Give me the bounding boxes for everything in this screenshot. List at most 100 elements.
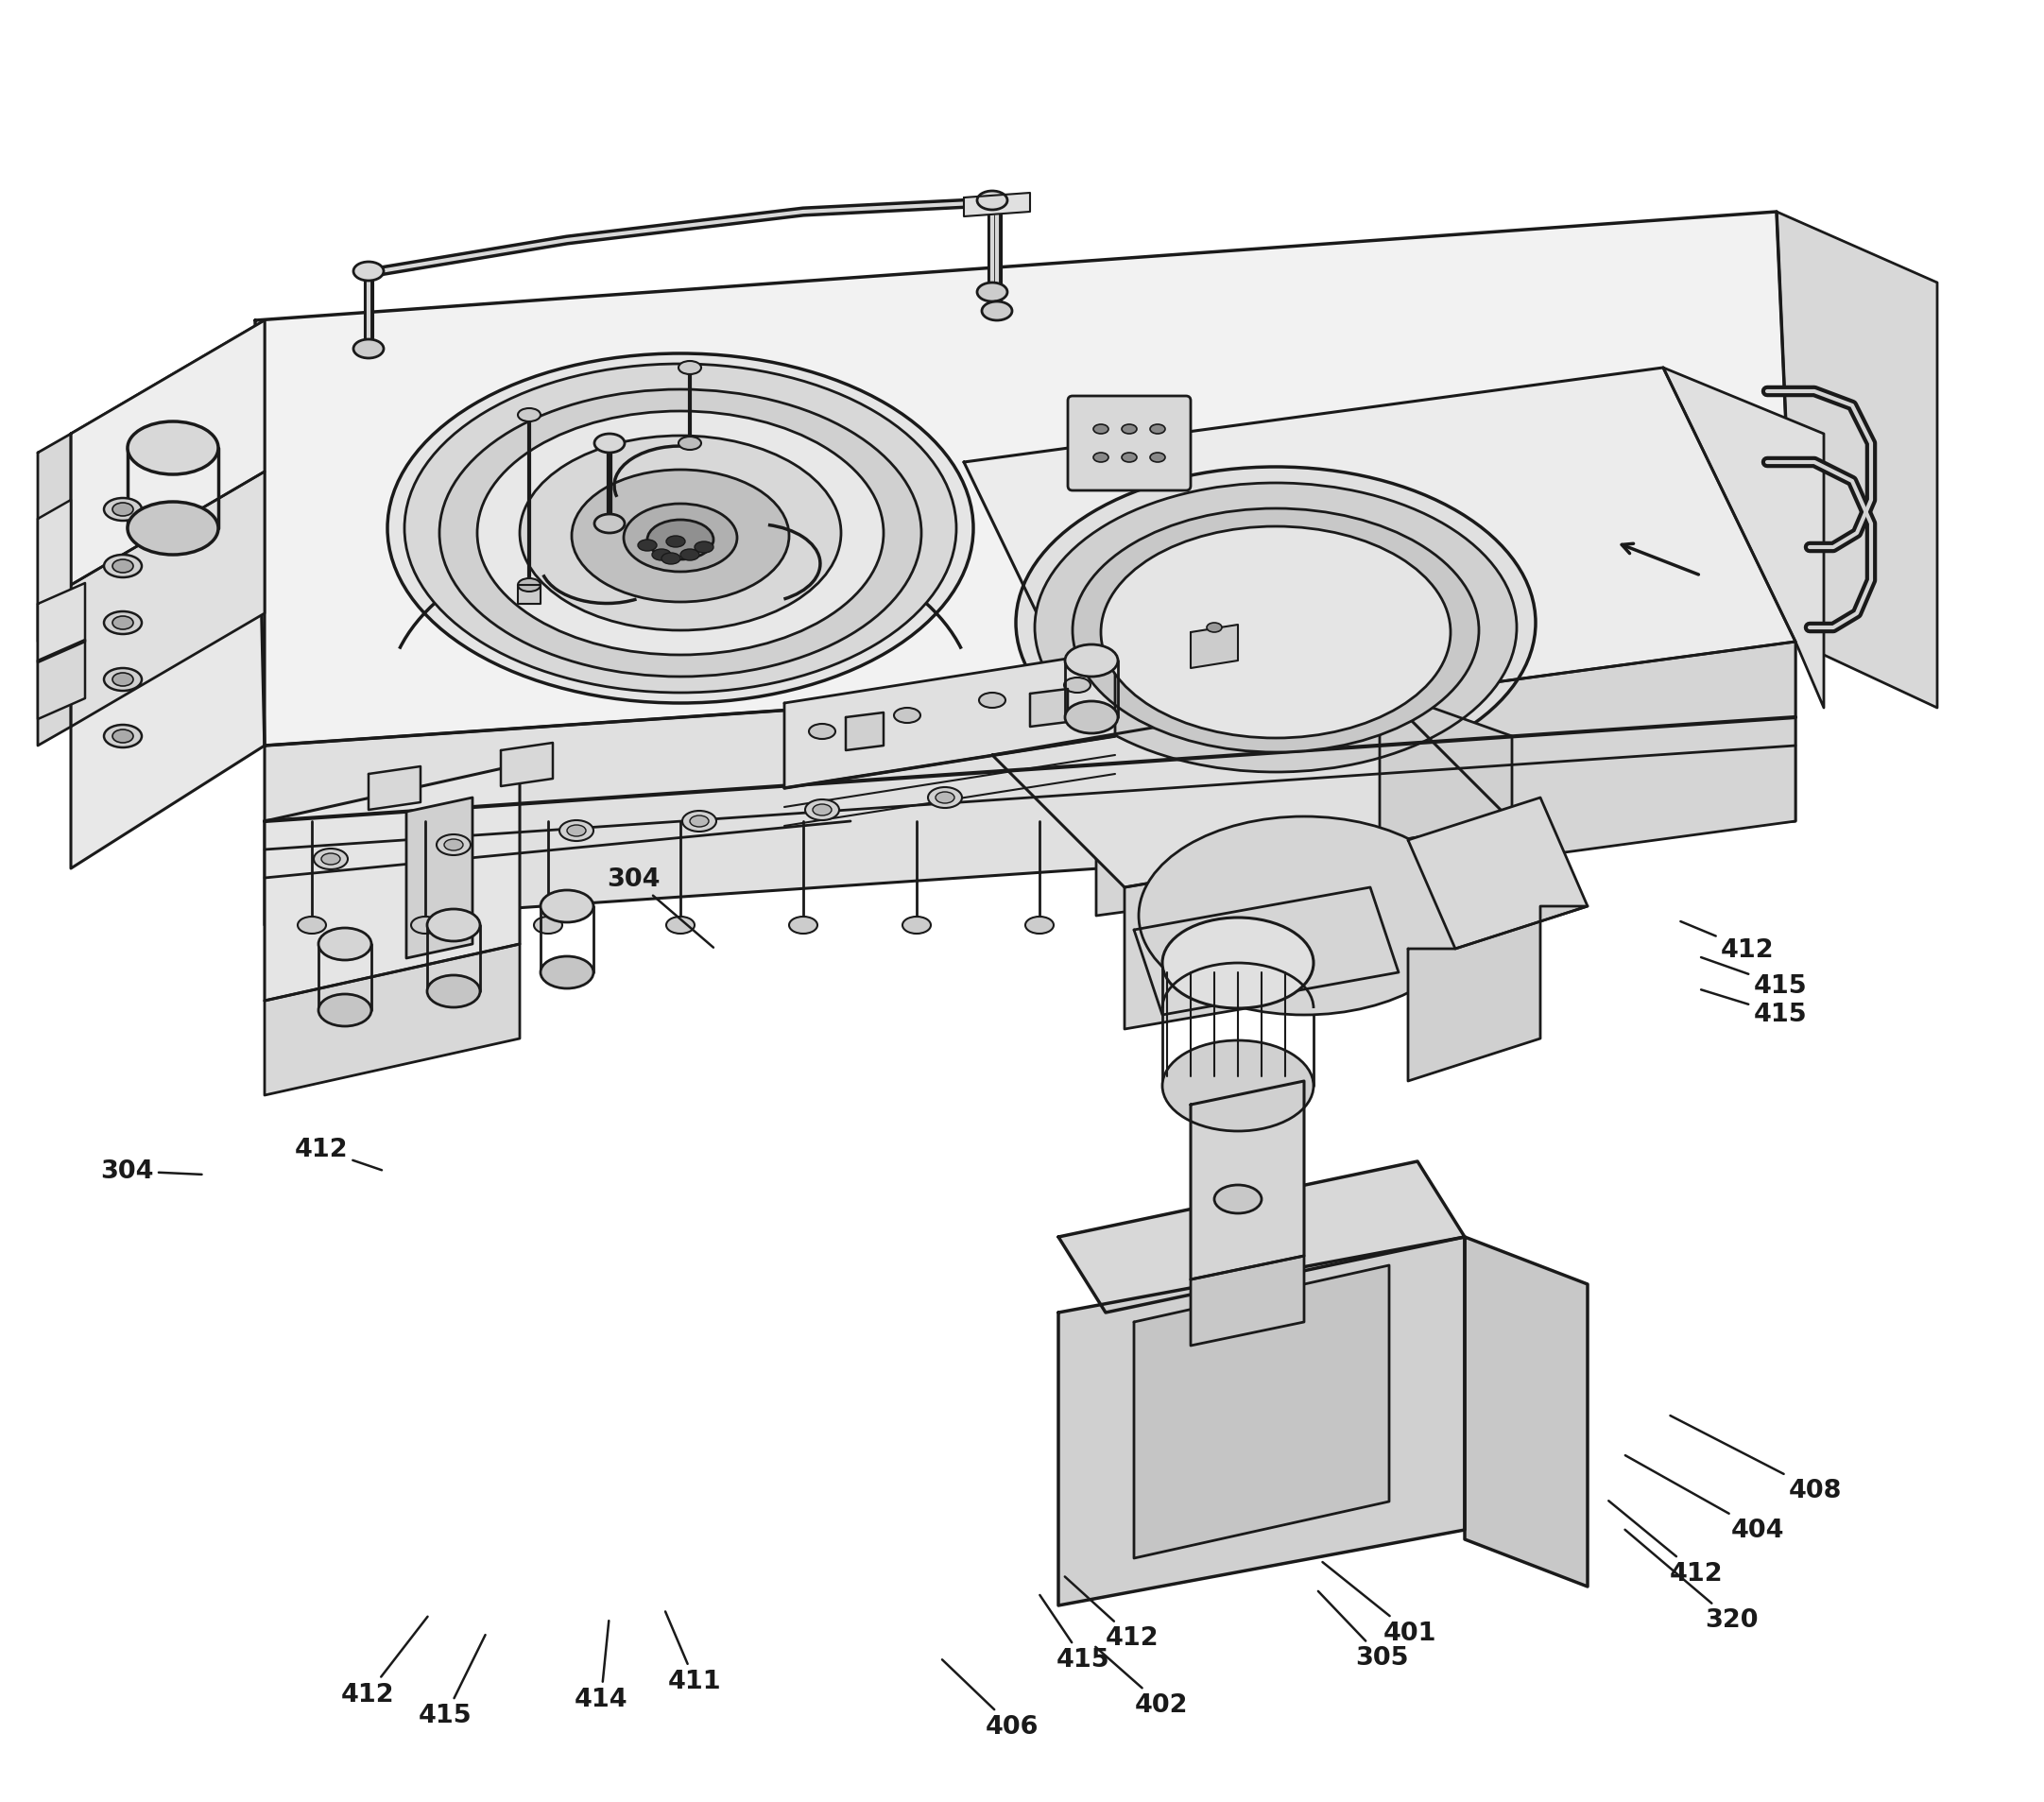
- Ellipse shape: [388, 355, 973, 703]
- Ellipse shape: [789, 917, 818, 933]
- Ellipse shape: [405, 364, 957, 694]
- Polygon shape: [1408, 906, 1588, 1081]
- Ellipse shape: [321, 854, 339, 865]
- Ellipse shape: [411, 917, 439, 933]
- Ellipse shape: [662, 553, 681, 564]
- Ellipse shape: [517, 578, 540, 593]
- Ellipse shape: [1016, 467, 1535, 778]
- Polygon shape: [72, 321, 264, 869]
- Ellipse shape: [104, 726, 141, 748]
- Polygon shape: [1192, 625, 1239, 669]
- Polygon shape: [1664, 368, 1823, 708]
- Text: 415: 415: [1040, 1595, 1110, 1672]
- Ellipse shape: [112, 616, 133, 631]
- Polygon shape: [846, 714, 883, 751]
- Ellipse shape: [112, 560, 133, 573]
- Ellipse shape: [977, 191, 1008, 211]
- Ellipse shape: [354, 341, 384, 359]
- Ellipse shape: [648, 521, 713, 560]
- Ellipse shape: [104, 669, 141, 692]
- Text: 411: 411: [666, 1611, 722, 1694]
- Ellipse shape: [476, 413, 883, 656]
- Polygon shape: [1059, 1238, 1466, 1606]
- Ellipse shape: [1065, 645, 1118, 678]
- Ellipse shape: [981, 303, 1012, 321]
- Polygon shape: [965, 193, 1030, 218]
- Ellipse shape: [666, 537, 685, 548]
- Ellipse shape: [809, 724, 836, 739]
- Polygon shape: [37, 584, 86, 663]
- Ellipse shape: [1102, 526, 1451, 739]
- Ellipse shape: [1163, 1042, 1314, 1132]
- Ellipse shape: [1065, 678, 1091, 694]
- Polygon shape: [1134, 1265, 1390, 1559]
- Ellipse shape: [814, 805, 832, 816]
- Ellipse shape: [127, 422, 219, 476]
- Ellipse shape: [977, 283, 1008, 303]
- Polygon shape: [1192, 1256, 1304, 1346]
- Ellipse shape: [666, 917, 695, 933]
- Text: 320: 320: [1625, 1530, 1758, 1633]
- Ellipse shape: [112, 730, 133, 742]
- Text: 412: 412: [294, 1137, 382, 1171]
- Ellipse shape: [444, 840, 464, 851]
- Ellipse shape: [104, 555, 141, 578]
- Ellipse shape: [560, 820, 593, 842]
- Ellipse shape: [127, 503, 219, 555]
- Polygon shape: [407, 798, 472, 959]
- Ellipse shape: [928, 787, 963, 809]
- Polygon shape: [1192, 1081, 1304, 1279]
- Ellipse shape: [1065, 701, 1118, 733]
- Ellipse shape: [1163, 917, 1314, 1009]
- Text: 412: 412: [1065, 1577, 1159, 1651]
- Text: 304: 304: [100, 1159, 202, 1184]
- Polygon shape: [1134, 888, 1398, 1015]
- Polygon shape: [37, 434, 72, 746]
- Ellipse shape: [903, 917, 930, 933]
- Ellipse shape: [298, 917, 327, 933]
- Ellipse shape: [439, 389, 922, 678]
- Polygon shape: [37, 640, 86, 719]
- Text: 305: 305: [1318, 1591, 1408, 1670]
- Text: 412: 412: [1680, 923, 1774, 962]
- Polygon shape: [517, 586, 540, 604]
- Polygon shape: [1030, 690, 1067, 728]
- Ellipse shape: [112, 503, 133, 517]
- Ellipse shape: [623, 505, 738, 573]
- Text: 408: 408: [1670, 1416, 1842, 1503]
- Polygon shape: [1096, 642, 1795, 915]
- Ellipse shape: [805, 800, 840, 820]
- Polygon shape: [1466, 1238, 1588, 1588]
- Ellipse shape: [679, 438, 701, 450]
- Ellipse shape: [1139, 816, 1470, 1015]
- Polygon shape: [368, 768, 421, 811]
- Polygon shape: [965, 368, 1795, 737]
- Polygon shape: [1124, 822, 1513, 1029]
- Polygon shape: [264, 642, 1795, 926]
- Ellipse shape: [354, 263, 384, 281]
- Ellipse shape: [1094, 454, 1108, 463]
- Ellipse shape: [517, 409, 540, 422]
- Polygon shape: [264, 944, 519, 1096]
- Ellipse shape: [519, 436, 840, 631]
- Ellipse shape: [979, 694, 1006, 708]
- Ellipse shape: [652, 550, 670, 560]
- Ellipse shape: [319, 995, 372, 1027]
- Ellipse shape: [1122, 454, 1136, 463]
- Polygon shape: [1380, 690, 1513, 964]
- Text: 401: 401: [1322, 1562, 1437, 1645]
- Ellipse shape: [319, 928, 372, 960]
- Ellipse shape: [595, 434, 625, 454]
- Text: 414: 414: [574, 1620, 628, 1712]
- Text: 412: 412: [1609, 1501, 1723, 1586]
- Ellipse shape: [1214, 1186, 1261, 1213]
- Polygon shape: [37, 501, 72, 642]
- Ellipse shape: [936, 793, 955, 804]
- Polygon shape: [1408, 798, 1588, 950]
- Ellipse shape: [1151, 454, 1165, 463]
- Ellipse shape: [1026, 917, 1053, 933]
- Ellipse shape: [683, 811, 715, 833]
- Polygon shape: [264, 766, 519, 1002]
- Ellipse shape: [104, 499, 141, 521]
- Text: 415: 415: [1701, 989, 1807, 1027]
